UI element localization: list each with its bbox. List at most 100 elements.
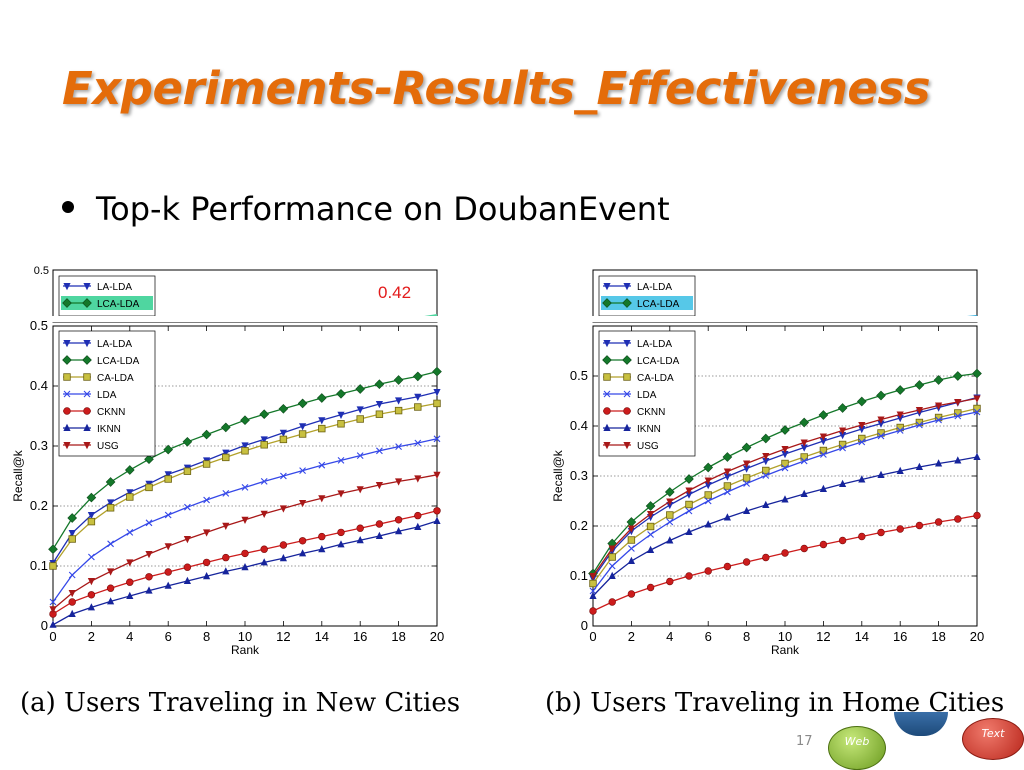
chart-a-legend-label-lda: LDA	[97, 390, 117, 401]
chart-b-point-lca-lda	[856, 396, 867, 407]
chart-a-point-lca-lda	[163, 444, 174, 455]
chart-a-xtick-label: 0	[49, 629, 56, 644]
chart-a-point-lca-lda	[86, 492, 97, 503]
chart-a-point-lda	[395, 443, 402, 450]
chart-a-point-la-lda	[68, 530, 76, 538]
chart-b-legend-marker2-la-lda	[623, 340, 631, 348]
chart-b-point-ca-lda	[589, 579, 597, 588]
chart-a-point-usg	[414, 475, 422, 483]
chart-a-ytick-label: 0.4	[30, 378, 48, 393]
chart-b-point-ca-lda	[781, 459, 789, 468]
chart-b-ytick-label: 0.5	[570, 368, 588, 383]
chart-b-legend-marker2-usg	[623, 442, 631, 450]
chart-b-point-ca-lda	[915, 418, 924, 427]
chart-b-point-iknn	[819, 484, 827, 492]
chart-a-legend-marker2-usg	[83, 442, 91, 450]
chart-a-xtick-label: 12	[276, 629, 290, 644]
chart-a-xtick-label: 14	[315, 629, 329, 644]
chart-b-point-lca-lda	[703, 462, 714, 473]
chart-a-point-iknn	[241, 563, 249, 571]
chart-a-point-lda	[414, 439, 422, 447]
chart-a-legend-marker2-cknn	[83, 407, 91, 415]
chart-a-point-la-lda	[395, 397, 403, 405]
chart-b-point-lca-lda	[837, 403, 848, 413]
chart-a-top-strip: LA-LDA LCA-LDA 0.5 0.42	[34, 265, 438, 323]
chart-b-legend-label-usg: USG	[637, 441, 659, 452]
chart-a-point-cknn	[145, 573, 153, 581]
chart-b-point-ca-lda	[646, 522, 655, 531]
chart-a-legend-marker2-la-lda	[83, 340, 91, 348]
text-button[interactable]: Text	[962, 718, 1024, 760]
chart-b-point-la-lda	[743, 465, 751, 473]
chart-new-cities-svg: LA-LDA LCA-LDA 0.5 0.42 0 2 4 6 8 10 12 14 16 18 20 0 0.…	[0, 265, 450, 657]
chart-a-point-cknn	[126, 578, 134, 586]
chart-b-point-usg	[723, 468, 731, 476]
chart-a-point-lca-lda	[412, 371, 423, 382]
chart-a-point-iknn	[87, 603, 95, 611]
chart-a-annotation-value: 0.42	[378, 283, 411, 302]
chart-a-point-lda	[145, 519, 153, 527]
chart-b-point-lda	[762, 472, 770, 479]
chart-b-xtick-label: 10	[778, 629, 792, 644]
chart-a-legend-marker-lca-lda	[62, 355, 72, 365]
chart-a-point-lca-lda	[182, 436, 193, 447]
chart-a-point-iknn	[164, 581, 172, 589]
chart-b-point-cknn	[973, 511, 981, 520]
chart-b-point-iknn	[839, 479, 847, 487]
chart-b-point-cknn	[781, 549, 789, 557]
chart-a-series-ca-lda	[49, 399, 441, 570]
chart-b-legend: LA-LDA LCA-LDA CA-LDA LDA CKNN IKNN USG	[598, 330, 696, 457]
bullet-text: Top-k Performance on DoubanEvent	[96, 190, 670, 228]
chart-a-legend-marker2-ca-lda	[83, 373, 91, 381]
chart-a-point-cknn	[222, 553, 230, 562]
chart-a-legend-marker-cknn	[63, 407, 71, 415]
chart-a-point-iknn	[260, 558, 268, 566]
chart-a-point-usg	[183, 536, 191, 544]
chart-a-point-ca-lda	[375, 410, 384, 418]
chart-a-top-strip-legend-marker-la-lda	[63, 283, 71, 291]
chart-a-xtick-label: 4	[126, 629, 133, 644]
chart-a-point-iknn	[414, 522, 422, 530]
chart-a-top-strip-ytick: 0.5	[34, 265, 49, 277]
globe-icon	[894, 712, 948, 736]
chart-b-point-usg	[666, 498, 674, 506]
chart-b-point-lca-lda	[780, 425, 790, 435]
chart-b-point-la-lda	[839, 432, 847, 440]
chart-b-series-lca-lda	[588, 368, 982, 579]
chart-a-series-lca-lda	[48, 366, 442, 555]
chart-a-point-ca-lda	[202, 460, 211, 468]
chart-a-ytick-label: 0.2	[30, 498, 48, 513]
chart-b-point-lda	[781, 464, 789, 472]
chart-a-point-la-lda	[222, 449, 230, 457]
chart-b-legend-marker-la-lda	[603, 340, 611, 348]
chart-a-point-lca-lda	[259, 409, 270, 420]
chart-a-point-lca-lda	[105, 477, 116, 487]
chart-b-point-lda	[820, 451, 827, 458]
chart-b-point-lda	[877, 432, 885, 440]
chart-a-point-la-lda	[375, 401, 383, 409]
chart-a-top-strip-legend-label-la-lda: LA-LDA	[97, 282, 132, 293]
chart-a-point-ca-lda	[164, 475, 172, 483]
web-button[interactable]: Web	[828, 726, 886, 770]
chart-b-point-cknn	[954, 515, 962, 523]
chart-b-point-cknn	[666, 577, 674, 586]
chart-a-point-lda	[280, 472, 287, 480]
chart-a-point-lca-lda	[240, 415, 250, 426]
chart-a-x-axis-label: Rank	[231, 643, 260, 657]
chart-a-point-cknn	[337, 528, 345, 537]
chart-a-point-cknn	[87, 591, 96, 599]
chart-a-legend-label-iknn: IKNN	[97, 424, 121, 435]
chart-b-point-usg	[819, 433, 827, 441]
chart-a-point-cknn	[164, 568, 172, 576]
chart-a-point-usg	[87, 578, 95, 586]
chart-a-point-lda	[260, 478, 268, 485]
chart-a-point-cknn	[414, 511, 422, 520]
chart-b-point-usg	[608, 545, 616, 553]
chart-a-point-cknn	[68, 598, 76, 606]
chart-a-point-cknn	[433, 507, 441, 515]
chart-a-point-cknn	[356, 524, 364, 532]
chart-b-legend-label-la-lda: LA-LDA	[637, 339, 672, 350]
chart-b-top-strip: LA-LDA LCA-LDA	[592, 269, 978, 323]
chart-b-point-cknn	[646, 583, 655, 592]
chart-b-legend-label-ca-lda: CA-LDA	[637, 373, 674, 384]
